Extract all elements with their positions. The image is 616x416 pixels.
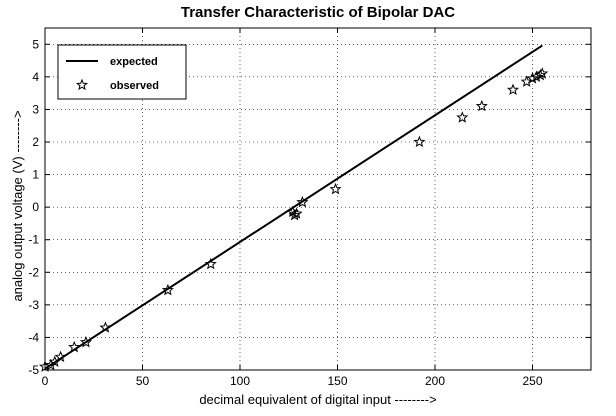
chart-title: Transfer Characteristic of Bipolar DAC xyxy=(181,4,455,21)
y-tick-label: -1 xyxy=(28,233,39,247)
x-tick-label: 150 xyxy=(327,374,347,388)
observed-point xyxy=(296,195,309,208)
observed-point xyxy=(506,83,520,96)
observed-point xyxy=(413,135,426,148)
y-tick-label: -2 xyxy=(28,265,39,279)
y-tick-label: 1 xyxy=(32,168,39,182)
y-tick-label: -5 xyxy=(28,363,39,377)
observed-point xyxy=(54,350,67,363)
observed-point xyxy=(329,182,342,195)
observed-point xyxy=(44,358,57,371)
observed-point xyxy=(475,99,488,112)
legend-label: expected xyxy=(110,56,158,68)
observed-point xyxy=(290,207,303,219)
y-tick-label: 4 xyxy=(32,70,39,84)
observed-point xyxy=(204,257,217,270)
observed-point xyxy=(79,335,92,348)
y-axis-label: analog output voltage (V) --------> xyxy=(10,110,25,301)
x-tick-label: 250 xyxy=(522,374,542,388)
y-tick-label: 0 xyxy=(32,200,39,214)
observed-point xyxy=(536,67,549,79)
observed-point xyxy=(161,283,174,296)
y-tick-label: 2 xyxy=(32,135,39,149)
y-tick-label: 3 xyxy=(32,102,39,116)
observed-point xyxy=(99,321,112,333)
y-tick-label: 5 xyxy=(32,37,39,51)
observed-point xyxy=(68,340,81,353)
x-tick-label: 0 xyxy=(42,374,49,388)
legend-label: observed xyxy=(110,80,159,92)
y-tick-label: -4 xyxy=(28,330,39,344)
legend-box xyxy=(57,44,187,100)
x-tick-label: 100 xyxy=(230,374,250,388)
axis-ticks: 0 50 100 150 200 250 -5 -4 -3 -2 -1 0 1 2 3 4 5 xyxy=(28,28,591,388)
observed-point xyxy=(456,111,469,123)
x-tick-label: 200 xyxy=(425,374,445,388)
series-layer xyxy=(38,44,549,372)
legend-star-swatch xyxy=(75,78,89,91)
y-tick-label: -3 xyxy=(28,298,39,312)
x-tick-label: 50 xyxy=(136,374,150,388)
x-axis-label: decimal equivalent of digital input ----… xyxy=(199,392,436,407)
observed-point xyxy=(526,72,539,84)
legend: expected observed xyxy=(57,44,187,100)
expected-line xyxy=(44,44,543,370)
